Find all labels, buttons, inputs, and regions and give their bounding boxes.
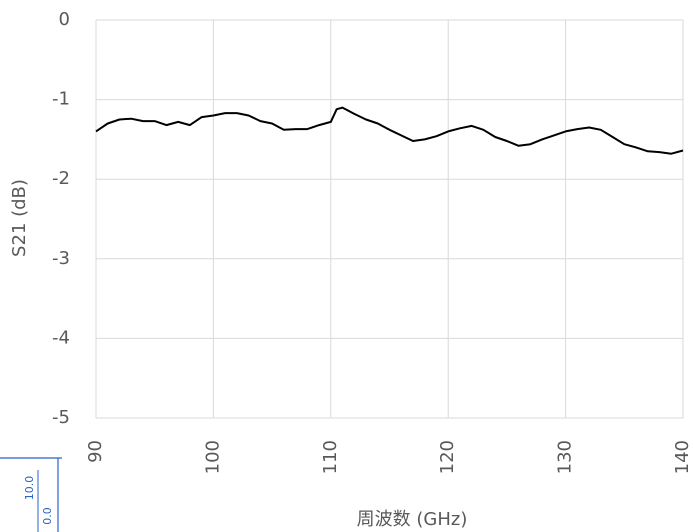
x-tick-label: 100 [202,440,223,474]
y-tick-label: -2 [52,168,70,189]
drawing-fragment: 10.0 0.0 [0,457,62,532]
x-tick-label: 130 [555,440,576,474]
fragment-label: 10.0 [23,476,36,501]
y-tick-label: -4 [52,327,70,348]
x-axis-title: 周波数 (GHz) [357,509,468,530]
y-tick-label: -3 [52,248,70,269]
y-tick-label: -5 [52,407,70,428]
x-tick-label: 120 [437,440,458,474]
y-tick-label: -1 [52,89,70,110]
fragment-label: 0.0 [41,507,54,525]
y-axis-title: S21 (dB) [9,179,30,257]
x-tick-label: 90 [85,440,106,463]
x-tick-label: 110 [320,440,341,474]
y-tick-label: 0 [59,9,70,30]
data-line [95,106,684,155]
x-tick-label: 140 [672,440,693,474]
